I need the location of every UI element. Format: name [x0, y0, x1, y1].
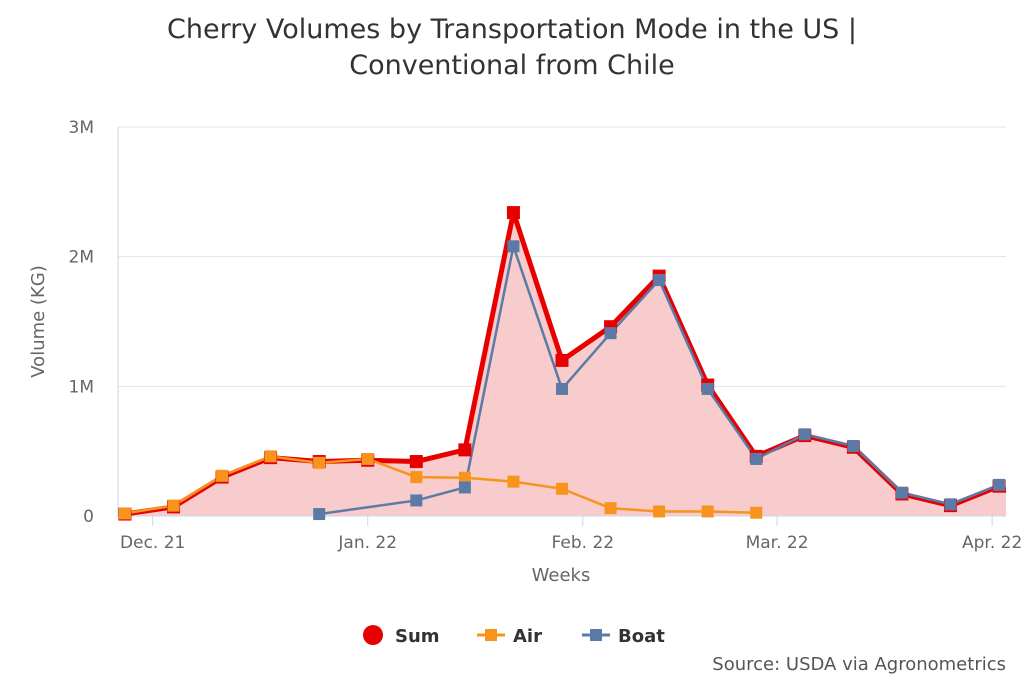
- chart-title: Cherry Volumes by Transportation Mode in…: [0, 12, 1024, 84]
- x-tick-label: Jan. 22: [337, 533, 397, 553]
- boat-point: [507, 240, 520, 253]
- y-tick-label: 3M: [69, 118, 94, 138]
- boat-point: [458, 481, 471, 494]
- boat-point: [604, 327, 617, 340]
- air-legend-marker: [485, 629, 497, 641]
- sum-legend-label: Sum: [395, 626, 440, 647]
- x-tick-label: Feb. 22: [552, 533, 615, 553]
- y-tick-label: 0: [83, 507, 94, 527]
- sum-area: [124, 212, 1006, 516]
- legend-item-air[interactable]: Air: [477, 626, 542, 647]
- boat-point: [653, 274, 666, 287]
- x-tick-label: Mar. 22: [746, 533, 809, 553]
- x-tick-label: Dec. 21: [120, 533, 185, 553]
- air-point: [167, 499, 180, 512]
- boat-point: [410, 494, 423, 507]
- air-point: [750, 506, 763, 519]
- sum-point: [506, 206, 520, 220]
- legend-item-boat[interactable]: Boat: [582, 626, 665, 647]
- air-point: [556, 482, 568, 495]
- legend-item-sum[interactable]: Sum: [363, 625, 440, 647]
- boat-point: [313, 508, 326, 521]
- sum-area-fill: [124, 212, 1006, 516]
- y-axis-title: Volume (KG): [28, 265, 49, 377]
- boat-point: [750, 452, 763, 465]
- air-point: [118, 507, 131, 520]
- series-markers: [118, 206, 1006, 521]
- air-point: [361, 452, 374, 465]
- source-credit: Source: USDA via Agronometrics: [712, 654, 1006, 675]
- boat-point: [701, 382, 714, 395]
- chart-title-line-1: Cherry Volumes by Transportation Mode in…: [167, 14, 857, 45]
- air-line: [124, 455, 757, 515]
- air-point: [507, 475, 520, 488]
- boat-point: [847, 439, 860, 452]
- y-tick-label: 1M: [69, 377, 94, 397]
- boat-point: [944, 498, 957, 511]
- y-tick-label: 2M: [69, 248, 94, 268]
- axes: [117, 127, 1006, 526]
- boat-point: [993, 478, 1006, 491]
- air-point: [604, 502, 617, 515]
- air-point: [701, 505, 714, 518]
- air-point: [313, 456, 326, 469]
- axis-labels: 0 1M 2M 3M Dec. 21 Jan. 22 Feb. 22 Mar. 22 Apr. …: [28, 118, 1022, 586]
- air-point: [264, 450, 277, 463]
- sum-point: [458, 443, 472, 457]
- air-legend-label: Air: [513, 626, 542, 647]
- chart-title-line-2: Conventional from Chile: [349, 50, 675, 81]
- legend[interactable]: Sum Air Boat: [363, 625, 665, 647]
- sum-point: [555, 353, 569, 367]
- x-tick-label: Apr. 22: [962, 533, 1022, 553]
- boat-legend-label: Boat: [618, 626, 665, 647]
- boat-point: [798, 428, 811, 441]
- gridlines: [118, 126, 1006, 387]
- air-point: [410, 471, 423, 484]
- air-point: [653, 505, 666, 518]
- boat-legend-marker: [590, 629, 602, 641]
- sum-point: [409, 455, 423, 469]
- boat-point: [895, 486, 908, 499]
- air-point: [458, 471, 471, 484]
- x-axis-title: Weeks: [532, 565, 591, 586]
- air-point: [216, 469, 229, 482]
- sum-legend-marker: [363, 625, 383, 645]
- boat-point: [556, 382, 568, 395]
